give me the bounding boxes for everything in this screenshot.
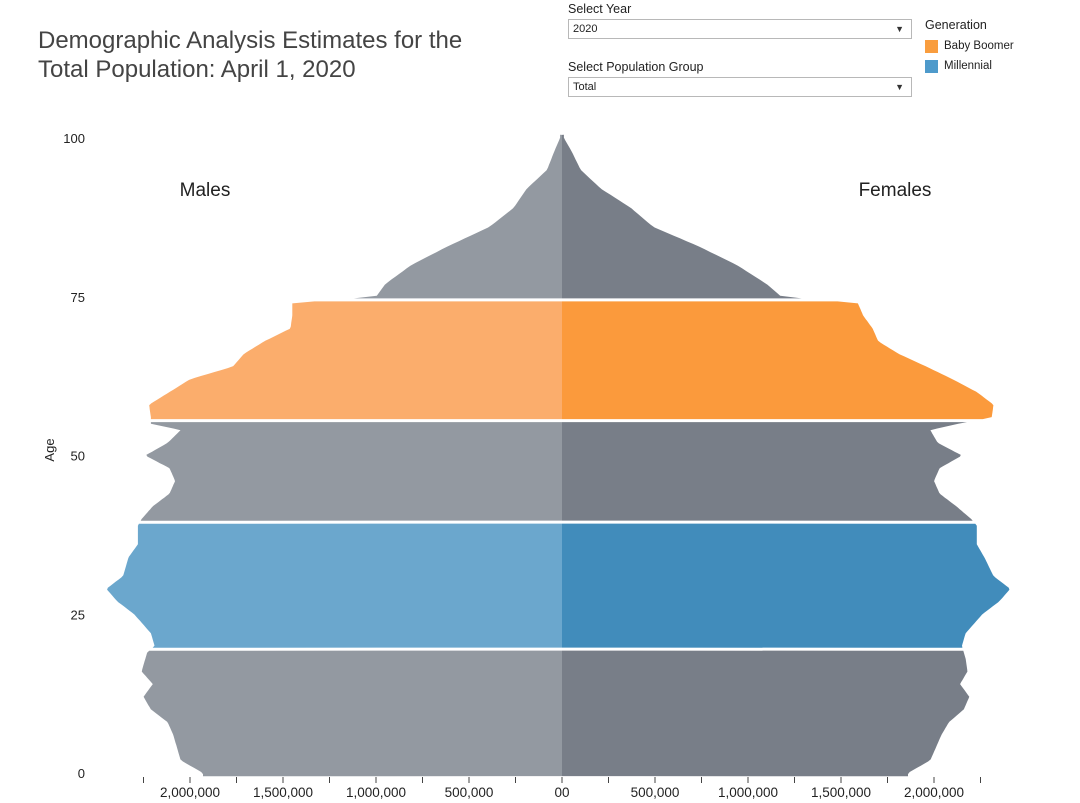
females-label: Females (859, 180, 932, 201)
x-tick-label: 00 (554, 785, 569, 800)
pyramid-areas (107, 134, 1010, 777)
chart-title: Demographic Analysis Estimates for the T… (38, 26, 462, 84)
female-other-area-4[interactable] (562, 134, 802, 299)
legend-swatch-baby-boomer (925, 39, 938, 53)
year-filter: Select Year 2020 ▼ (568, 2, 912, 39)
year-dropdown[interactable]: 2020 ▼ (568, 19, 912, 39)
x-tick-label: 1,500,000 (253, 785, 313, 800)
population-group-filter: Select Population Group Total ▼ (568, 60, 912, 97)
x-axis: 2,000,000 1,500,000 1,000,000 500,000 00 500,… (143, 777, 981, 800)
y-axis-label: Age (42, 438, 57, 461)
legend-swatch-millennial (925, 59, 938, 73)
female-other-area-2[interactable] (562, 422, 973, 521)
y-tick-label: 50 (71, 449, 85, 464)
legend-item-baby-boomer[interactable]: Baby Boomer (925, 36, 1014, 56)
year-filter-label: Select Year (568, 2, 632, 16)
chart-title-line-2: Total Population: April 1, 2020 (38, 56, 356, 83)
y-tick-label: 75 (71, 290, 85, 305)
female-boomer-area-3[interactable] (562, 301, 994, 420)
chart-title-line-1: Demographic Analysis Estimates for the (38, 27, 463, 54)
chevron-down-icon: ▼ (895, 82, 904, 92)
legend-title: Generation (925, 18, 987, 32)
female-millennial-area-1[interactable] (562, 523, 1010, 648)
y-axis-ticks: 0 25 50 75 100 (63, 131, 85, 781)
x-tick-label: 500,000 (631, 785, 680, 800)
chevron-down-icon: ▼ (895, 24, 904, 34)
male-other-area-2[interactable] (140, 422, 562, 521)
x-tick-label: 2,000,000 (904, 785, 964, 800)
male-other-area-4[interactable] (353, 134, 562, 299)
x-tick-label: 1,000,000 (346, 785, 406, 800)
x-tick-label: 2,000,000 (160, 785, 220, 800)
population-group-label: Select Population Group (568, 60, 704, 74)
population-group-value: Total (573, 81, 597, 93)
population-group-dropdown[interactable]: Total ▼ (568, 77, 912, 97)
males-label: Males (180, 180, 231, 201)
x-tick-label: 1,500,000 (811, 785, 871, 800)
generation-legend: Generation Baby Boomer Millennial (925, 18, 1014, 76)
male-millennial-area-1[interactable] (107, 523, 562, 648)
legend-label-millennial: Millennial (944, 60, 992, 72)
y-tick-label: 100 (63, 131, 85, 146)
y-tick-label: 0 (78, 766, 85, 781)
y-tick-label: 25 (71, 607, 85, 622)
legend-label-baby-boomer: Baby Boomer (944, 40, 1014, 52)
male-other-area-0[interactable] (141, 650, 563, 777)
male-boomer-area-3[interactable] (149, 301, 562, 420)
female-other-area-0[interactable] (562, 650, 970, 777)
year-dropdown-value: 2020 (573, 23, 598, 35)
legend-item-millennial[interactable]: Millennial (925, 56, 1014, 76)
x-tick-label: 1,000,000 (718, 785, 778, 800)
x-tick-label: 500,000 (445, 785, 494, 800)
